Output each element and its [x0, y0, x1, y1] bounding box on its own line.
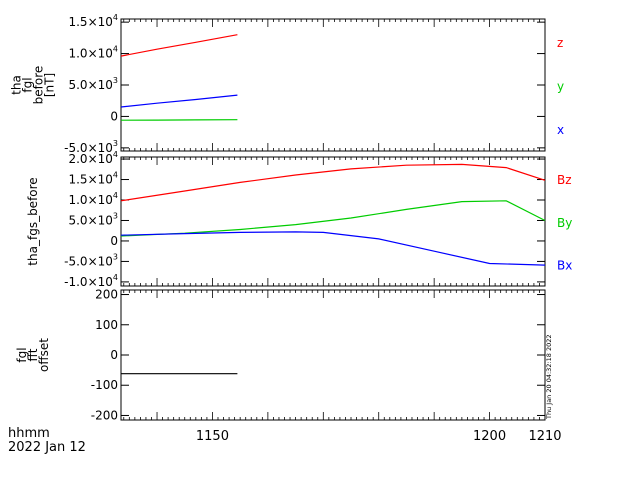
y-tick-label: 1.0×104 — [68, 45, 118, 61]
panel-1-frame — [120, 18, 546, 152]
y-tick-label: 0 — [110, 109, 118, 123]
y-tick-label: 1.0×104 — [68, 191, 118, 207]
panel-1-ylabel-line: [nT] — [43, 73, 57, 97]
legend-z: z — [557, 36, 563, 50]
legend-bx: Bx — [557, 258, 572, 272]
panel-3-ylabel-line: fft — [26, 348, 40, 361]
y-tick-label: 5.0×103 — [68, 211, 118, 227]
y-tick-label: -200 — [91, 408, 118, 422]
x-tick-label: 1200 — [473, 429, 506, 444]
y-tick-label: 1.5×104 — [68, 171, 118, 187]
y-tick-label: -100 — [91, 378, 118, 392]
y-tick-label: -1.0×104 — [64, 273, 118, 289]
y-tick-label: 5.0×103 — [68, 76, 118, 92]
generation-timestamp: Thu Jan 20 04:32:18 2022 — [545, 335, 553, 421]
y-tick-label: 100 — [95, 318, 118, 332]
footer-time-format: hhmm — [8, 426, 50, 441]
panel-3-ylabel-line: offset — [37, 338, 51, 372]
legend-y: y — [557, 79, 564, 93]
series-line-bx — [120, 231, 546, 266]
panel-3-ylabel-line: fgl — [15, 347, 29, 362]
panel-1-ylabel-line: tha — [10, 75, 24, 95]
y-tick-label: -5.0×103 — [64, 252, 118, 268]
series-line-x — [120, 94, 238, 108]
legend-by: By — [557, 216, 572, 230]
footer-date: 2022 Jan 12 — [8, 440, 86, 455]
y-tick-label: -5.0×103 — [64, 139, 118, 155]
panel-1-ylabel-line: fgl — [21, 77, 35, 92]
series-line-z — [120, 34, 238, 57]
x-tick-label: 1210 — [528, 429, 561, 444]
panel-2-ylabel-line: tha_fgs_before — [26, 177, 40, 265]
series-line-by — [120, 200, 546, 237]
y-tick-label: 2.0×104 — [68, 150, 118, 166]
panel-2-frame — [120, 156, 546, 287]
series-line-bz — [120, 163, 546, 202]
legend-bz: Bz — [557, 173, 572, 187]
y-tick-label: 0 — [110, 234, 118, 248]
panel-3-frame — [120, 289, 546, 421]
series-line-y — [120, 119, 238, 121]
x-tick-label: 1150 — [196, 429, 229, 444]
legend-x: x — [557, 123, 564, 137]
y-tick-label: 1.5×104 — [68, 13, 118, 29]
y-tick-label: 200 — [95, 288, 118, 302]
panel-1-ylabel-line: before — [32, 66, 46, 105]
y-tick-label: 0 — [110, 348, 118, 362]
